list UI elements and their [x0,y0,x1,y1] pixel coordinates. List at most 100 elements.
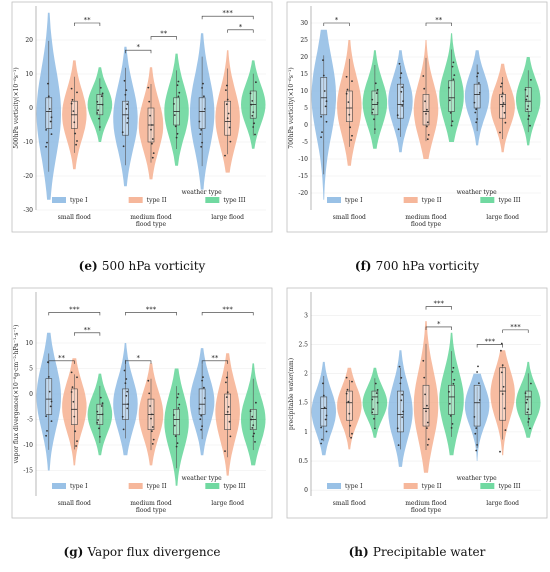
legend-label: type III [498,483,521,490]
data-point [225,103,228,106]
data-point [151,413,153,416]
significance-label: ** [58,354,66,362]
data-point [251,100,254,102]
data-point [351,134,353,137]
data-point [198,120,201,123]
data-point [203,108,206,110]
data-point [401,393,404,396]
y-tick-label: 10 [300,88,308,95]
legend-label: type II [422,483,442,490]
data-point [426,404,428,407]
data-point [175,445,178,448]
y-tick-label: -20 [298,190,308,197]
data-point [177,80,180,83]
data-point [503,111,506,114]
significance-bracket [150,36,177,40]
data-point [373,118,375,121]
data-point [49,120,52,123]
data-point [376,102,379,104]
data-point [254,133,256,136]
data-point [252,126,255,128]
data-point [226,117,229,120]
box [173,408,180,436]
data-point [47,95,50,98]
y-tick-label: 5 [304,105,308,112]
data-point [255,81,257,84]
data-point [345,376,348,379]
data-point [96,100,99,103]
y-tick-label: 0 [29,391,33,398]
data-point [449,415,452,417]
data-point [173,114,176,116]
legend-label: type I [70,197,88,204]
data-point [48,108,51,110]
y-tick-label: 30 [300,20,308,27]
data-point [398,365,401,368]
data-point [76,376,78,379]
data-point [325,100,328,103]
data-point [500,349,502,352]
y-axis-label: vapor flux divergence(×10⁻⁸g·cm⁻²·hPa⁻¹·… [13,325,20,465]
data-point [426,108,428,111]
data-point [452,78,455,81]
panel-caption: (f) 700 hPa vorticity [355,259,479,273]
data-point [350,436,352,439]
data-point [124,93,127,96]
caption-text: 700 hPa vorticity [376,259,480,273]
data-point [477,72,479,75]
data-point [96,421,99,424]
data-point [48,390,51,393]
y-axis-label: precipitable water(mm) [288,358,295,430]
data-point [351,380,353,383]
data-point [322,394,325,397]
legend-label: type III [498,197,521,204]
panel-frame [286,287,548,519]
caption-text: Vapor flux divergence [86,545,220,559]
data-point [320,136,322,139]
data-point [448,86,450,89]
legend-swatch [403,197,418,203]
data-point [45,145,47,148]
data-point [425,410,427,413]
data-point [322,74,325,77]
data-point [451,120,454,123]
data-point [225,89,227,91]
data-point [373,417,375,420]
y-tick-label: -10 [23,442,33,449]
data-point [401,416,404,418]
data-point [502,385,505,388]
data-point [149,405,152,407]
panel-caption: (e) 500 hPa vorticity [79,259,206,273]
data-point [449,112,452,114]
significance-label: * [335,16,339,24]
data-point [125,107,128,110]
data-point [527,118,530,120]
data-point [500,95,503,98]
data-point [200,129,203,131]
significance-label: * [437,320,441,328]
data-point [99,86,102,89]
data-point [227,406,230,408]
legend-label: type III [223,197,246,204]
data-point [76,140,78,142]
x-tick-label: small flood [333,214,366,221]
significance-bracket [125,312,177,316]
data-point [225,381,227,384]
data-point [502,102,505,104]
data-point [173,103,175,105]
significance-label: *** [434,300,445,308]
panel-g: -15 -10 -5 0 5 10 vapor flux divergence(×10⁻⁸g… [11,287,273,519]
panel-frame [286,1,548,233]
box [346,390,353,421]
box [45,97,53,129]
significance-bracket [125,360,152,364]
data-point [499,450,501,453]
x-axis-label: flood type [411,507,442,514]
legend-swatch [205,197,220,203]
data-point [320,115,322,118]
data-point [526,398,529,401]
panel-f: -20 -15 -10 -5 0 5 10 15 20 25 30 700hPa vorticity(… [286,1,548,233]
data-point [475,108,478,111]
data-point [450,427,453,429]
data-point [524,88,527,91]
